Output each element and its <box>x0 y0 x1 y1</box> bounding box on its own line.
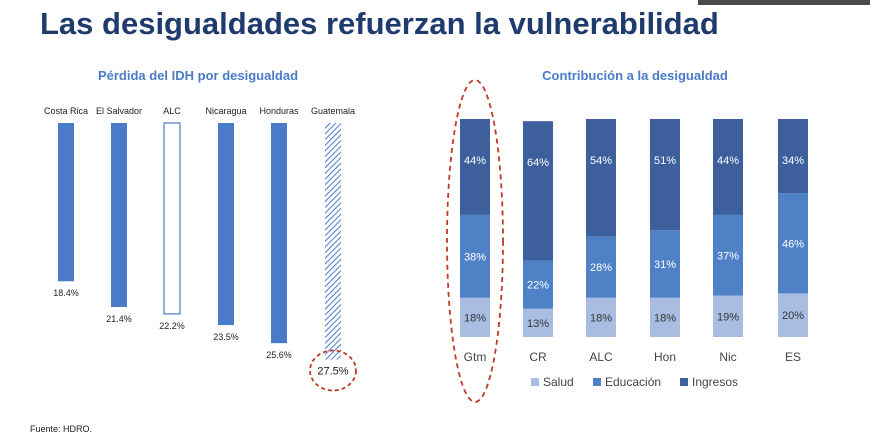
data-label: 44% <box>717 155 739 167</box>
data-label: 38% <box>464 251 486 263</box>
segment-educación <box>523 260 553 309</box>
legend-label: Ingresos <box>692 375 738 389</box>
chart-title: Pérdida del IDH por desigualdad <box>98 68 298 83</box>
value-label: 21.4% <box>106 314 132 324</box>
segment-ingresos <box>460 119 490 215</box>
window-top-bar <box>698 0 870 5</box>
value-label: 23.5% <box>213 332 239 342</box>
category-label: ALC <box>589 350 613 364</box>
category-label: Costa Rica <box>44 106 88 116</box>
segment-ingresos <box>713 119 743 215</box>
data-label: 64% <box>527 157 549 169</box>
page-title: Las desigualdades refuerzan la vulnerabi… <box>40 6 719 41</box>
category-label: CR <box>529 350 547 364</box>
data-label: 20% <box>782 310 804 322</box>
value-label: 27.5% <box>317 366 348 378</box>
data-label: 31% <box>654 259 676 271</box>
category-label: ALC <box>163 106 181 116</box>
category-label: Hon <box>654 350 676 364</box>
category-label: Guatemala <box>311 106 355 116</box>
segment-educación <box>586 236 616 298</box>
data-label: 18% <box>654 312 676 324</box>
legend-swatch <box>680 378 688 386</box>
category-label: Honduras <box>259 106 299 116</box>
source-note: Fuente: HDRO. <box>30 424 93 434</box>
data-label: 54% <box>590 155 612 167</box>
value-label: 22.2% <box>159 321 185 331</box>
segment-educación <box>778 193 808 294</box>
bar-nicaragua <box>218 123 234 326</box>
bar-honduras <box>271 123 287 344</box>
value-label: 25.6% <box>266 350 292 360</box>
bar-guatemala <box>325 123 341 360</box>
data-label: 34% <box>782 155 804 167</box>
segment-ingresos <box>586 119 616 237</box>
segment-salud <box>523 308 553 337</box>
data-label: 18% <box>464 312 486 324</box>
chart-title: Contribución a la desigualdad <box>542 68 728 83</box>
category-label: Nicaragua <box>205 106 246 116</box>
segment-salud <box>713 295 743 337</box>
bar-alc <box>163 122 181 315</box>
data-label: 44% <box>464 155 486 167</box>
segment-ingresos <box>650 119 680 231</box>
data-label: 18% <box>590 312 612 324</box>
data-label: 13% <box>527 318 549 330</box>
bar-el-salvador <box>111 123 127 308</box>
segment-educación <box>460 214 490 298</box>
segment-ingresos <box>778 119 808 194</box>
legend-label: Educación <box>605 375 661 389</box>
category-label: ES <box>785 350 801 364</box>
category-label: Nic <box>719 350 736 364</box>
segment-ingresos <box>523 121 553 261</box>
segment-salud <box>778 293 808 337</box>
data-label: 51% <box>654 155 676 167</box>
data-label: 19% <box>717 311 739 323</box>
highlight-ellipse <box>309 349 357 392</box>
legend-swatch <box>593 378 601 386</box>
category-label: El Salvador <box>96 106 142 116</box>
highlight-ellipse <box>446 79 504 403</box>
data-label: 46% <box>782 238 804 250</box>
data-label: 22% <box>527 280 549 292</box>
category-label: Gtm <box>464 350 487 364</box>
segment-salud <box>586 297 616 337</box>
legend-swatch <box>531 378 539 386</box>
data-label: 37% <box>717 250 739 262</box>
segment-salud <box>460 297 490 337</box>
value-label: 18.4% <box>53 288 79 298</box>
bar-costa-rica <box>58 123 74 282</box>
segment-salud <box>650 297 680 337</box>
legend-label: Salud <box>543 375 574 389</box>
segment-educación <box>713 214 743 296</box>
segment-educación <box>650 230 680 298</box>
data-label: 28% <box>590 262 612 274</box>
